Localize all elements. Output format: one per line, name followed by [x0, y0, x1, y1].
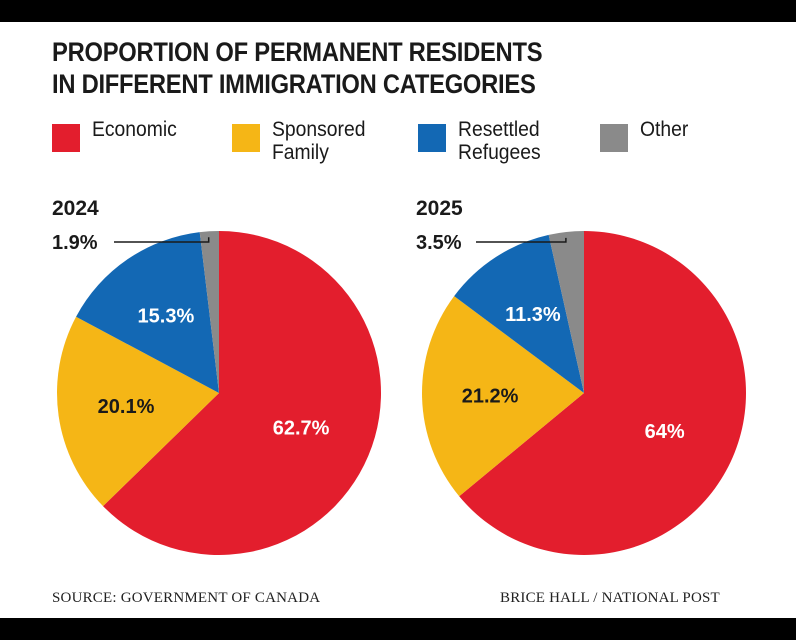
legend: Economic Sponsored Family Resettled Refu…: [52, 118, 772, 168]
pie-2024-slice-sponsored-family: [57, 316, 219, 507]
pie-2024-callout-line-other: [114, 237, 210, 243]
legend-swatch-economic: [52, 124, 80, 152]
infographic-card: PROPORTION OF PERMANENT RESIDENTS IN DIF…: [0, 22, 796, 618]
pie-2024-label-economic: 62.7%: [273, 418, 330, 440]
legend-label-line: Family: [272, 141, 329, 164]
legend-label-economic: Economic: [92, 118, 221, 141]
credit-line: BRICE HALL / NATIONAL POST: [500, 590, 720, 606]
legend-swatch-sponsored-family: [232, 124, 260, 152]
pie-2024-label-other: 1.9%: [52, 232, 98, 254]
legend-label-line: Sponsored: [272, 118, 366, 141]
legend-label-resettled-refugees: Resettled Refugees: [458, 118, 587, 164]
pie-2025-slice-economic: [459, 230, 747, 555]
pie-2025-label-resettled-refugees: 11.3%: [505, 304, 561, 326]
pie-2025-slice-resettled-refugees: [454, 234, 584, 393]
pie-2025-slice-sponsored-family: [422, 296, 584, 497]
legend-label-line: Refugees: [458, 141, 541, 164]
pie-2025-year-label: 2025: [416, 197, 463, 220]
pie-2025-label-economic: 64%: [645, 421, 685, 443]
pie-2025-callout-line-other: [476, 237, 567, 243]
pie-2024-label-sponsored-family: 20.1%: [98, 396, 155, 418]
legend-label-line: Resettled: [458, 118, 540, 141]
pie-2024-label-resettled-refugees: 15.3%: [138, 306, 195, 328]
source-note: SOURCE: GOVERNMENT OF CANADA: [52, 590, 321, 606]
pie-2024-slice-other: [199, 231, 219, 393]
legend-swatch-other: [600, 124, 628, 152]
title-line-1: PROPORTION OF PERMANENT RESIDENTS: [52, 37, 543, 67]
legend-swatch-resettled-refugees: [418, 124, 446, 152]
legend-label-line: Other: [640, 118, 689, 141]
pie-2025-label-other: 3.5%: [416, 232, 462, 254]
pie-2025-slice-other: [548, 231, 584, 393]
title-line-2: IN DIFFERENT IMMIGRATION CATEGORIES: [52, 69, 536, 99]
pie-2025-label-sponsored-family: 21.2%: [462, 385, 519, 407]
pie-charts: 62.7% 20.1% 15.3% 1.9% 64% 21.2% 11.3% 3.5%: [52, 230, 747, 555]
pie-2024-year-label: 2024: [52, 197, 99, 220]
pie-2024-slice-economic: [103, 231, 382, 555]
legend-label-line: Economic: [92, 118, 177, 141]
legend-label-sponsored-family: Sponsored Family: [272, 118, 401, 164]
legend-label-other: Other: [640, 118, 769, 141]
chart-title: PROPORTION OF PERMANENT RESIDENTS IN DIF…: [52, 36, 668, 100]
pie-2024-slice-resettled-refugees: [76, 232, 219, 393]
